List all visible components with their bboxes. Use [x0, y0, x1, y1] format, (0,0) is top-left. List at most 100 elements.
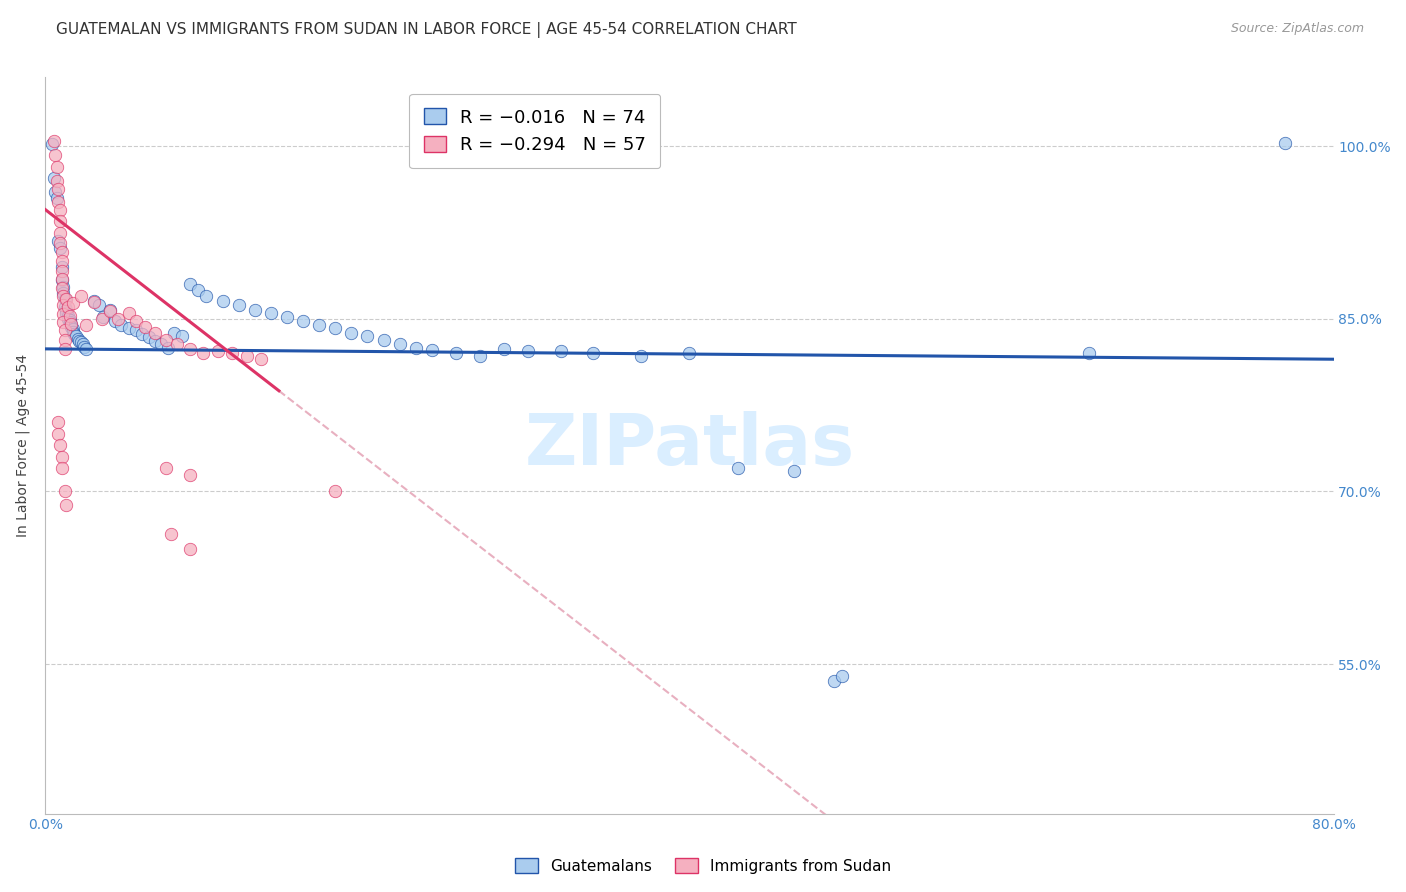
Point — [118, 306, 141, 320]
Point — [160, 527, 183, 541]
Point — [243, 302, 266, 317]
Point — [678, 346, 700, 360]
Point — [470, 349, 492, 363]
Point — [52, 298, 75, 312]
Point — [155, 461, 177, 475]
Point — [166, 337, 188, 351]
Text: GUATEMALAN VS IMMIGRANTS FROM SUDAN IN LABOR FORCE | AGE 45-54 CORRELATION CHART: GUATEMALAN VS IMMIGRANTS FROM SUDAN IN L… — [56, 22, 797, 38]
Point — [823, 674, 845, 689]
Point — [172, 329, 194, 343]
Point — [48, 416, 70, 430]
Point — [45, 174, 67, 188]
Point — [53, 323, 76, 337]
Point — [235, 349, 257, 363]
Point — [51, 254, 73, 268]
Point — [55, 302, 77, 317]
Point — [52, 289, 75, 303]
Point — [56, 309, 79, 323]
Point — [51, 273, 73, 287]
Point — [42, 134, 65, 148]
Point — [356, 329, 378, 343]
Point — [51, 260, 73, 275]
Point — [45, 160, 67, 174]
Point — [53, 342, 76, 356]
Point — [783, 464, 806, 478]
Point — [49, 241, 72, 255]
Point — [150, 337, 173, 351]
Point — [260, 306, 283, 320]
Point — [179, 342, 201, 356]
Point — [104, 314, 127, 328]
Point — [53, 333, 76, 347]
Point — [323, 484, 346, 499]
Point — [59, 309, 82, 323]
Point — [52, 285, 75, 300]
Point — [44, 186, 66, 200]
Point — [156, 341, 179, 355]
Point — [62, 325, 84, 339]
Point — [73, 340, 96, 354]
Point — [62, 322, 84, 336]
Point — [65, 329, 87, 343]
Point — [143, 326, 166, 340]
Point — [52, 315, 75, 329]
Point — [49, 214, 72, 228]
Point — [45, 191, 67, 205]
Point — [517, 344, 540, 359]
Point — [582, 346, 605, 360]
Point — [53, 293, 76, 307]
Point — [405, 341, 427, 355]
Point — [48, 427, 70, 442]
Point — [250, 352, 273, 367]
Point — [83, 293, 105, 308]
Point — [179, 277, 201, 292]
Y-axis label: In Labor Force | Age 45-54: In Labor Force | Age 45-54 — [15, 354, 30, 537]
Point — [143, 334, 166, 348]
Point — [56, 301, 79, 315]
Point — [155, 333, 177, 347]
Point — [211, 293, 233, 308]
Point — [51, 271, 73, 285]
Point — [87, 298, 110, 312]
Point — [51, 245, 73, 260]
Point — [308, 318, 330, 332]
Point — [66, 332, 89, 346]
Point — [41, 137, 63, 152]
Point — [60, 318, 83, 332]
Point — [179, 468, 201, 483]
Point — [55, 306, 77, 320]
Point — [124, 323, 146, 337]
Point — [107, 312, 129, 326]
Point — [187, 283, 209, 297]
Point — [51, 263, 73, 277]
Point — [49, 226, 72, 240]
Point — [60, 320, 83, 334]
Point — [207, 344, 229, 359]
Point — [98, 304, 121, 318]
Point — [420, 343, 443, 357]
Point — [193, 346, 215, 360]
Point — [49, 438, 72, 452]
Point — [388, 337, 411, 351]
Point — [630, 349, 652, 363]
Point — [195, 289, 218, 303]
Point — [831, 668, 853, 682]
Point — [550, 344, 572, 359]
Point — [292, 314, 315, 328]
Point — [373, 333, 395, 347]
Point — [44, 147, 66, 161]
Point — [49, 235, 72, 250]
Point — [276, 310, 298, 324]
Point — [70, 334, 93, 349]
Point — [55, 293, 77, 307]
Point — [131, 326, 153, 341]
Point — [221, 346, 243, 360]
Point — [52, 279, 75, 293]
Point — [55, 498, 77, 512]
Point — [110, 318, 132, 332]
Point — [90, 312, 112, 326]
Point — [53, 484, 76, 499]
Point — [48, 194, 70, 209]
Legend: Guatemalans, Immigrants from Sudan: Guatemalans, Immigrants from Sudan — [509, 852, 897, 880]
Point — [51, 461, 73, 475]
